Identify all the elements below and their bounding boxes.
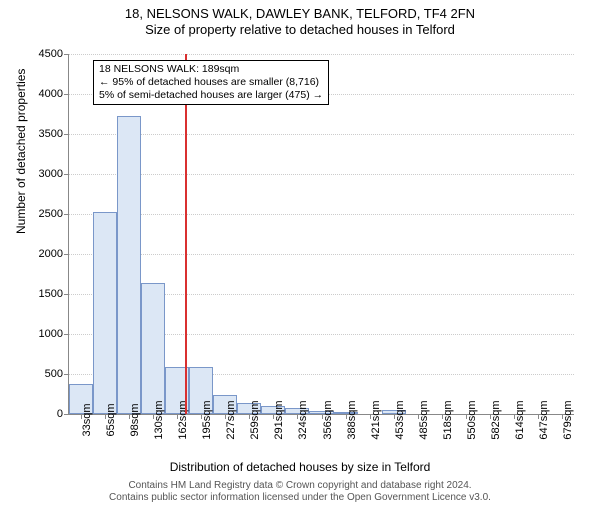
histogram-bar bbox=[117, 116, 141, 414]
y-tick-label: 3500 bbox=[39, 128, 63, 140]
x-tick-label: 162sqm bbox=[177, 400, 189, 439]
y-tick-mark bbox=[64, 174, 69, 175]
x-tick-label: 227sqm bbox=[225, 400, 237, 439]
x-tick-label: 679sqm bbox=[562, 400, 574, 439]
x-tick-label: 259sqm bbox=[249, 400, 261, 439]
annotation-line-2: ← 95% of detached houses are smaller (8,… bbox=[99, 76, 323, 89]
annotation-line-3: 5% of semi-detached houses are larger (4… bbox=[99, 89, 323, 102]
gridline bbox=[69, 254, 574, 255]
property-marker-line bbox=[185, 54, 187, 414]
x-tick-label: 65sqm bbox=[105, 403, 117, 436]
annotation-line-1: 18 NELSONS WALK: 189sqm bbox=[99, 63, 323, 76]
y-tick-mark bbox=[64, 374, 69, 375]
x-tick-label: 130sqm bbox=[153, 400, 165, 439]
x-tick-label: 33sqm bbox=[81, 403, 93, 436]
plot-area: 05001000150020002500300035004000450033sq… bbox=[68, 54, 574, 415]
x-tick-label: 550sqm bbox=[466, 400, 478, 439]
x-axis-label: Distribution of detached houses by size … bbox=[0, 460, 600, 474]
x-tick-label: 582sqm bbox=[490, 400, 502, 439]
x-tick-label: 614sqm bbox=[514, 400, 526, 439]
y-tick-label: 500 bbox=[45, 368, 63, 380]
gridline bbox=[69, 174, 574, 175]
y-tick-label: 2500 bbox=[39, 208, 63, 220]
chart-title-sub: Size of property relative to detached ho… bbox=[0, 22, 600, 37]
x-tick-label: 421sqm bbox=[370, 400, 382, 439]
y-axis-label: Number of detached properties bbox=[14, 69, 28, 234]
x-tick-label: 195sqm bbox=[201, 400, 213, 439]
gridline bbox=[69, 214, 574, 215]
y-tick-label: 1000 bbox=[39, 328, 63, 340]
histogram-bar bbox=[93, 212, 117, 414]
y-tick-mark bbox=[64, 414, 69, 415]
x-tick-label: 324sqm bbox=[297, 400, 309, 439]
y-tick-mark bbox=[64, 134, 69, 135]
y-tick-mark bbox=[64, 294, 69, 295]
x-tick-label: 485sqm bbox=[418, 400, 430, 439]
y-tick-label: 2000 bbox=[39, 248, 63, 260]
x-tick-label: 98sqm bbox=[129, 403, 141, 436]
annotation-box: 18 NELSONS WALK: 189sqm ← 95% of detache… bbox=[93, 60, 329, 105]
y-tick-mark bbox=[64, 214, 69, 215]
y-tick-mark bbox=[64, 334, 69, 335]
chart-title-main: 18, NELSONS WALK, DAWLEY BANK, TELFORD, … bbox=[0, 6, 600, 21]
x-tick-label: 453sqm bbox=[394, 400, 406, 439]
x-tick-label: 647sqm bbox=[538, 400, 550, 439]
gridline bbox=[69, 134, 574, 135]
histogram-bar bbox=[141, 283, 165, 414]
gridline bbox=[69, 54, 574, 55]
x-tick-label: 291sqm bbox=[273, 400, 285, 439]
footer-line-1: Contains HM Land Registry data © Crown c… bbox=[0, 480, 600, 492]
y-tick-mark bbox=[64, 254, 69, 255]
x-tick-label: 388sqm bbox=[346, 400, 358, 439]
x-tick-label: 356sqm bbox=[322, 400, 334, 439]
y-tick-label: 4500 bbox=[39, 48, 63, 60]
y-tick-label: 1500 bbox=[39, 288, 63, 300]
y-tick-label: 4000 bbox=[39, 88, 63, 100]
y-tick-label: 0 bbox=[57, 408, 63, 420]
chart-container: 18, NELSONS WALK, DAWLEY BANK, TELFORD, … bbox=[0, 6, 600, 506]
footer-line-2: Contains public sector information licen… bbox=[0, 492, 600, 504]
y-tick-mark bbox=[64, 54, 69, 55]
y-tick-label: 3000 bbox=[39, 168, 63, 180]
y-tick-mark bbox=[64, 94, 69, 95]
x-tick-label: 518sqm bbox=[442, 400, 454, 439]
footer: Contains HM Land Registry data © Crown c… bbox=[0, 480, 600, 504]
